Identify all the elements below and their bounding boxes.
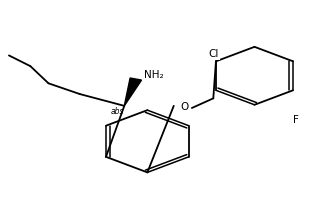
Text: NH₂: NH₂ [144,70,164,80]
Polygon shape [124,78,142,106]
Text: abs: abs [111,107,124,116]
Text: O: O [180,102,189,112]
Text: F: F [293,115,299,125]
Text: Cl: Cl [208,49,218,59]
